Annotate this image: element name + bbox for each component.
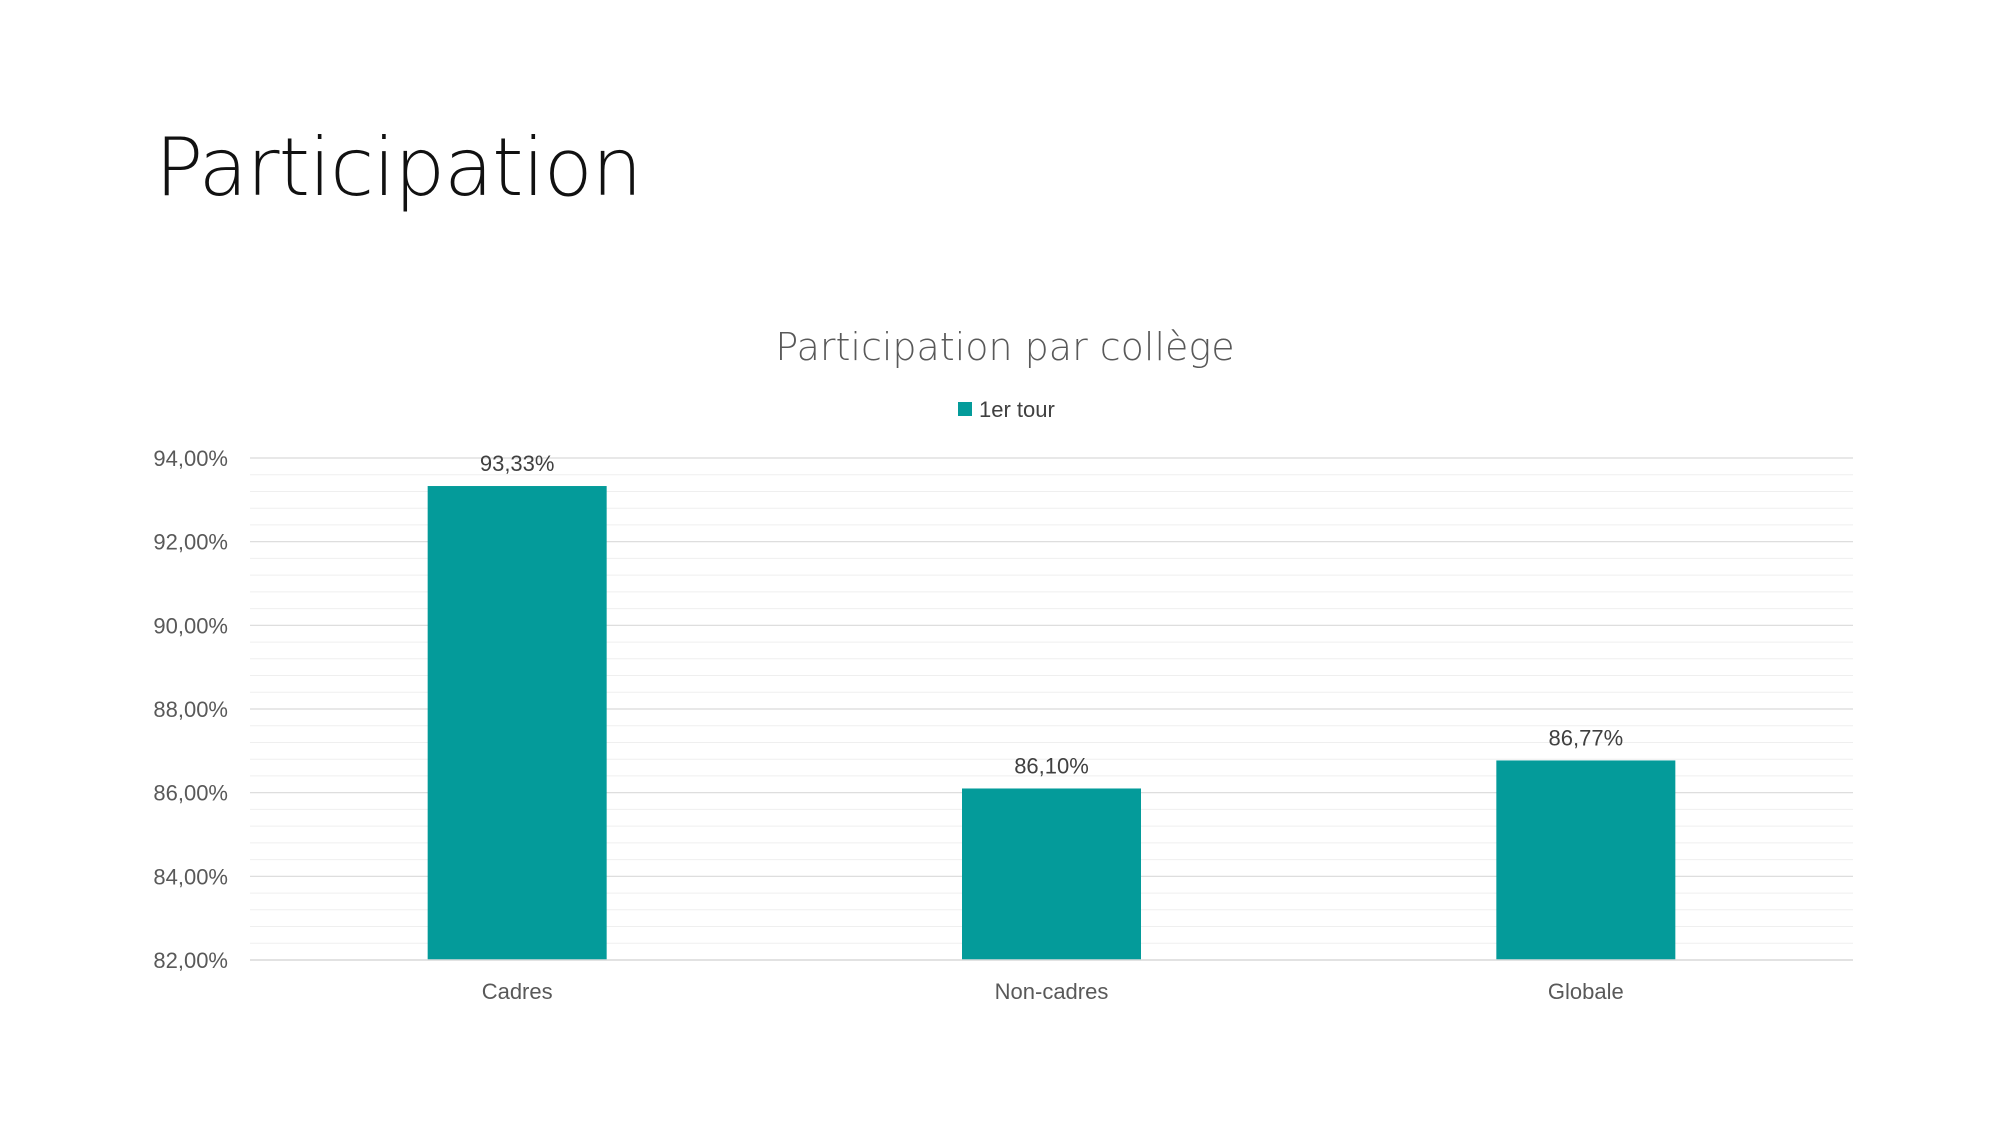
chart-title: Participation par collège (775, 325, 1234, 369)
y-tick-label: 92,00% (153, 530, 228, 555)
y-tick-label: 86,00% (153, 781, 228, 806)
x-category-label: Globale (1548, 979, 1624, 1004)
bars (427, 486, 1676, 960)
legend-swatch (958, 402, 972, 416)
bar (427, 486, 607, 960)
y-tick-label: 82,00% (153, 948, 228, 973)
x-axis-category-labels: Cadres Non-cadres Globale (482, 979, 1624, 1004)
x-category-label: Non-cadres (995, 979, 1109, 1004)
data-labels: 93,33% 86,10% 86,77% (480, 451, 1623, 778)
bar (1496, 760, 1676, 960)
data-label: 86,77% (1549, 725, 1624, 750)
data-label: 86,10% (1014, 753, 1089, 778)
y-axis-tick-labels: 82,00% 84,00% 86,00% 88,00% 90,00% 92,00% 94,0… (153, 446, 228, 973)
y-tick-label: 88,00% (153, 697, 228, 722)
data-label: 93,33% (480, 451, 555, 476)
bar (962, 788, 1141, 960)
x-category-label: Cadres (482, 979, 553, 1004)
y-tick-label: 84,00% (153, 864, 228, 889)
y-tick-label: 90,00% (153, 613, 228, 638)
legend-label: 1er tour (979, 397, 1055, 422)
y-tick-label: 94,00% (153, 446, 228, 471)
slide-title: Participation (155, 121, 642, 214)
legend: 1er tour (958, 397, 1055, 422)
